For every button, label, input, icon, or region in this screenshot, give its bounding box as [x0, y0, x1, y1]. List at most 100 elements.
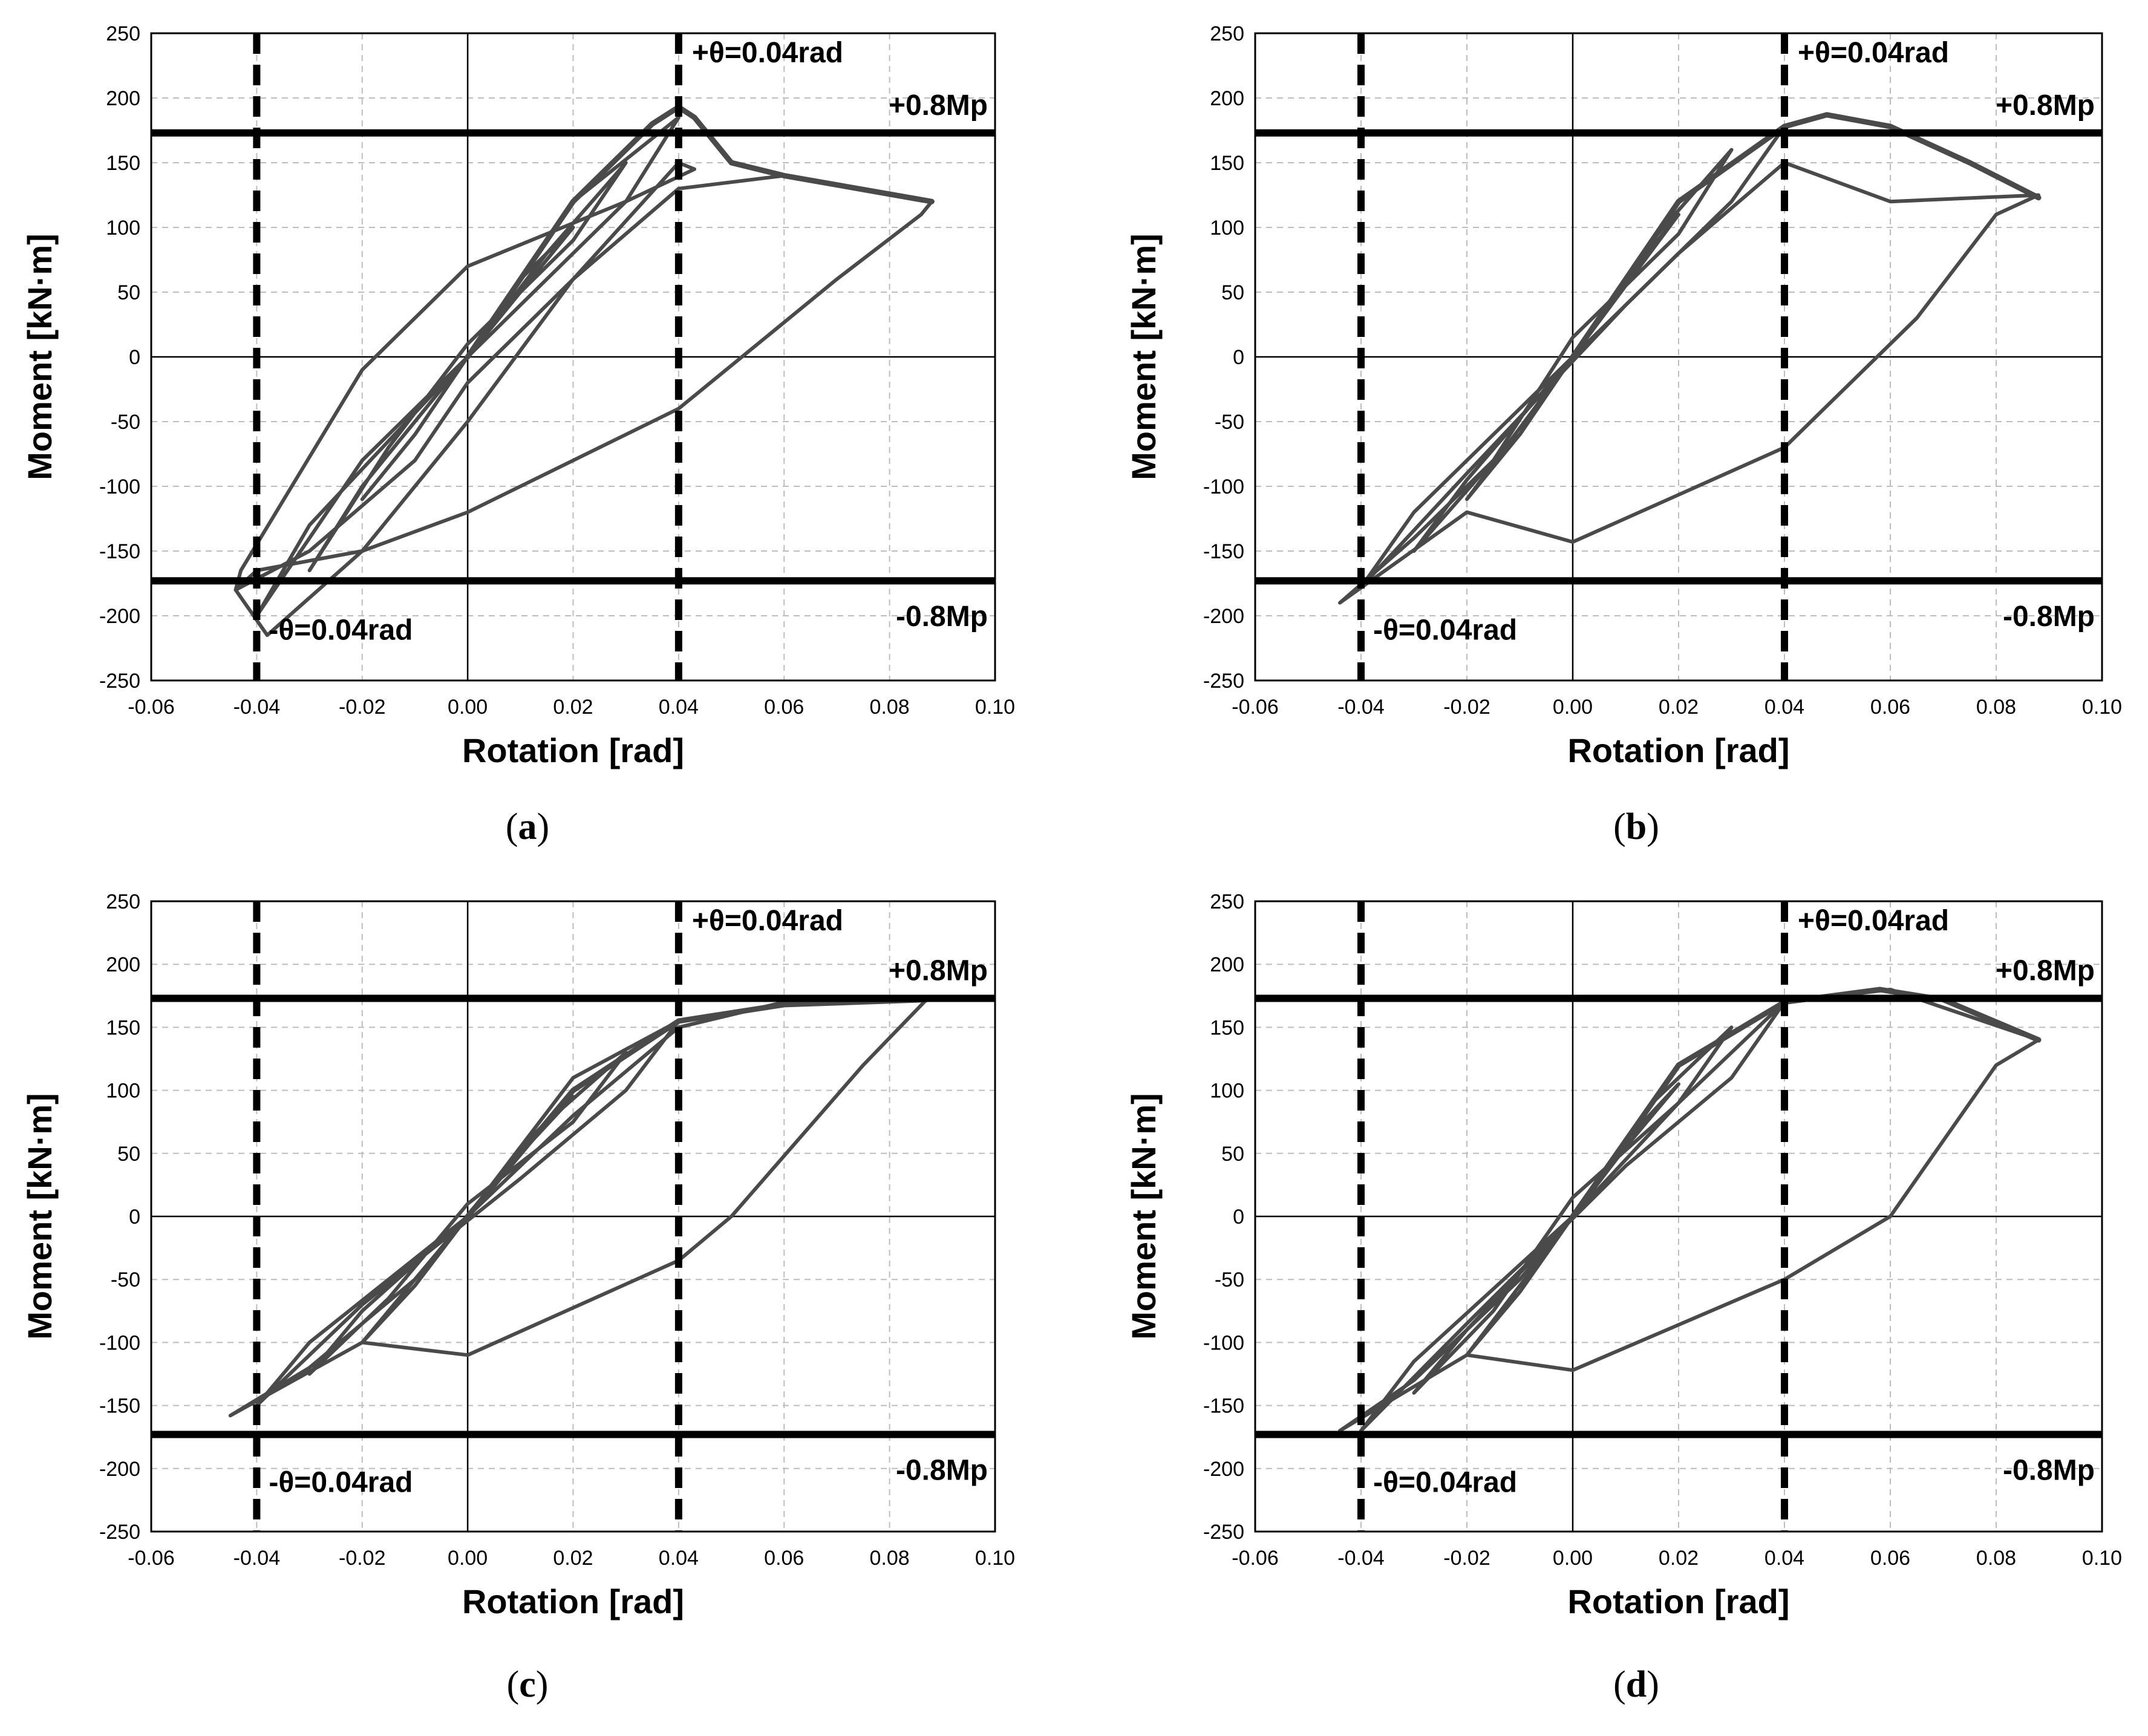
y-tick-label: -250 [99, 670, 140, 693]
y-tick-label: 100 [1210, 1080, 1244, 1103]
x-tick-label: -0.04 [233, 1547, 281, 1570]
x-axis-title: Rotation [rad] [1567, 731, 1789, 769]
y-tick-label: -50 [1215, 411, 1244, 434]
x-tick-label: 0.06 [1870, 1547, 1910, 1570]
x-tick-label: 0.06 [1870, 696, 1910, 719]
x-tick-label: -0.04 [233, 696, 281, 719]
panel-caption: (a) [506, 806, 549, 847]
neg-mp-label: -0.8Mp [896, 1455, 988, 1487]
neg-theta-label: -θ=0.04rad [269, 1467, 413, 1499]
y-tick-label: 250 [1210, 22, 1244, 45]
y-axis-title: Moment [kN·m] [1125, 1093, 1163, 1340]
x-tick-label: 0.08 [870, 696, 910, 719]
series-envelope [465, 104, 935, 360]
pos-mp-label: +0.8Mp [1996, 90, 2095, 122]
x-tick-label: 0.02 [553, 696, 593, 719]
caption-letter: d [1626, 1664, 1647, 1705]
panel-caption: (d) [1613, 1664, 1659, 1705]
caption-paren-open: ( [507, 1664, 520, 1705]
y-tick-label: 250 [1210, 890, 1244, 913]
y-tick-label: 100 [106, 217, 140, 240]
x-tick-label: -0.06 [1232, 1547, 1279, 1570]
x-tick-label: 0.00 [1553, 1547, 1593, 1570]
y-tick-label: 0 [129, 346, 140, 369]
pos-mp-label: +0.8Mp [889, 954, 988, 987]
caption-paren-close: ) [536, 1664, 549, 1705]
y-tick-label: -150 [1203, 1395, 1244, 1418]
y-tick-label: -200 [99, 1458, 140, 1481]
x-tick-label: -0.06 [1232, 696, 1279, 719]
x-tick-label: 0.10 [975, 1547, 1015, 1570]
x-tick-label: 0.02 [1659, 696, 1699, 719]
neg-theta-label: -θ=0.04rad [269, 614, 413, 646]
y-tick-label: 150 [106, 1016, 140, 1039]
series-loop5 [233, 174, 934, 592]
x-tick-label: -0.04 [1337, 696, 1385, 719]
x-tick-label: -0.06 [128, 696, 175, 719]
x-axis-title: Rotation [rad] [462, 1582, 684, 1620]
y-tick-label: 100 [106, 1080, 140, 1103]
y-tick-label: -50 [111, 1268, 140, 1291]
pos-theta-label: +θ=0.04rad [1798, 37, 1949, 69]
y-tick-label: -250 [1203, 1521, 1244, 1544]
pos-theta-label: +θ=0.04rad [692, 905, 843, 937]
x-tick-label: 0.04 [1764, 1547, 1804, 1570]
y-tick-label: -100 [99, 1331, 140, 1354]
y-tick-label: 200 [1210, 953, 1244, 976]
series-loop3 [255, 1019, 681, 1408]
series-loop4 [233, 161, 696, 638]
pos-mp-label: +0.8Mp [889, 90, 988, 122]
neg-theta-label: -θ=0.04rad [1373, 614, 1517, 646]
y-tick-label: -150 [1203, 540, 1244, 563]
pos-theta-label: +θ=0.04rad [1798, 905, 1949, 937]
x-tick-label: -0.04 [1337, 1547, 1385, 1570]
x-tick-label: 0.10 [2082, 696, 2122, 719]
chart-panel-b: -0.06 -0.04 -0.02 0.00 0.02 0.04 0.06 0.08 0.10 2… [1125, 22, 2122, 847]
caption-letter: a [518, 806, 537, 847]
caption-paren-close: ) [1647, 806, 1659, 847]
y-tick-label: 150 [1210, 1016, 1244, 1039]
chart-panel-d: -0.06 -0.04 -0.02 0.00 0.02 0.04 0.06 0.08 0.10 2… [1125, 890, 2122, 1705]
x-tick-label: 0.08 [1976, 696, 2016, 719]
caption-paren-open: ( [1613, 806, 1626, 847]
y-tick-label: 200 [106, 953, 140, 976]
neg-mp-label: -0.8Mp [896, 601, 988, 633]
x-tick-label: -0.02 [339, 1547, 386, 1570]
x-tick-label: 0.00 [1553, 696, 1593, 719]
series-envelope [1570, 112, 2042, 360]
y-tick-label: -50 [111, 411, 140, 434]
y-tick-label: 200 [1210, 87, 1244, 110]
y-tick-label: 50 [1221, 281, 1244, 304]
x-axis-title: Rotation [rad] [1567, 1582, 1789, 1620]
series-loop3 [255, 116, 681, 618]
panel-caption: (c) [507, 1664, 549, 1705]
x-tick-label: 0.04 [659, 1547, 699, 1570]
pos-theta-label: +θ=0.04rad [692, 37, 843, 69]
x-axis-title: Rotation [rad] [462, 731, 684, 769]
y-tick-label: 50 [117, 1143, 140, 1166]
chart-panel-a: -0.06 -0.04 -0.02 0.00 0.02 0.04 0.06 0.08 0.10 2… [21, 22, 1015, 847]
y-tick-label: 250 [106, 22, 140, 45]
series-loop2 [307, 1051, 628, 1376]
neg-theta-label: -θ=0.04rad [1373, 1467, 1517, 1499]
y-tick-label: 50 [117, 281, 140, 304]
series-loop4 [1338, 161, 2040, 605]
caption-paren-open: ( [1613, 1664, 1626, 1705]
y-tick-label: -100 [1203, 1331, 1244, 1354]
y-tick-label: -150 [99, 540, 140, 563]
y-tick-label: 0 [129, 1206, 140, 1229]
y-tick-label: -250 [1203, 670, 1244, 693]
pos-mp-label: +0.8Mp [1996, 954, 2095, 987]
x-tick-label: -0.06 [128, 1547, 175, 1570]
y-tick-label: 100 [1210, 217, 1244, 240]
y-tick-label: 150 [1210, 152, 1244, 175]
series-loop4 [228, 997, 929, 1418]
x-tick-label: 0.10 [975, 696, 1015, 719]
y-tick-label: -50 [1215, 1268, 1244, 1291]
panel-caption: (b) [1613, 806, 1659, 847]
neg-mp-label: -0.8Mp [2003, 601, 2095, 633]
neg-mp-label: -0.8Mp [2003, 1455, 2095, 1487]
caption-letter: c [519, 1664, 536, 1705]
y-tick-label: 50 [1221, 1143, 1244, 1166]
